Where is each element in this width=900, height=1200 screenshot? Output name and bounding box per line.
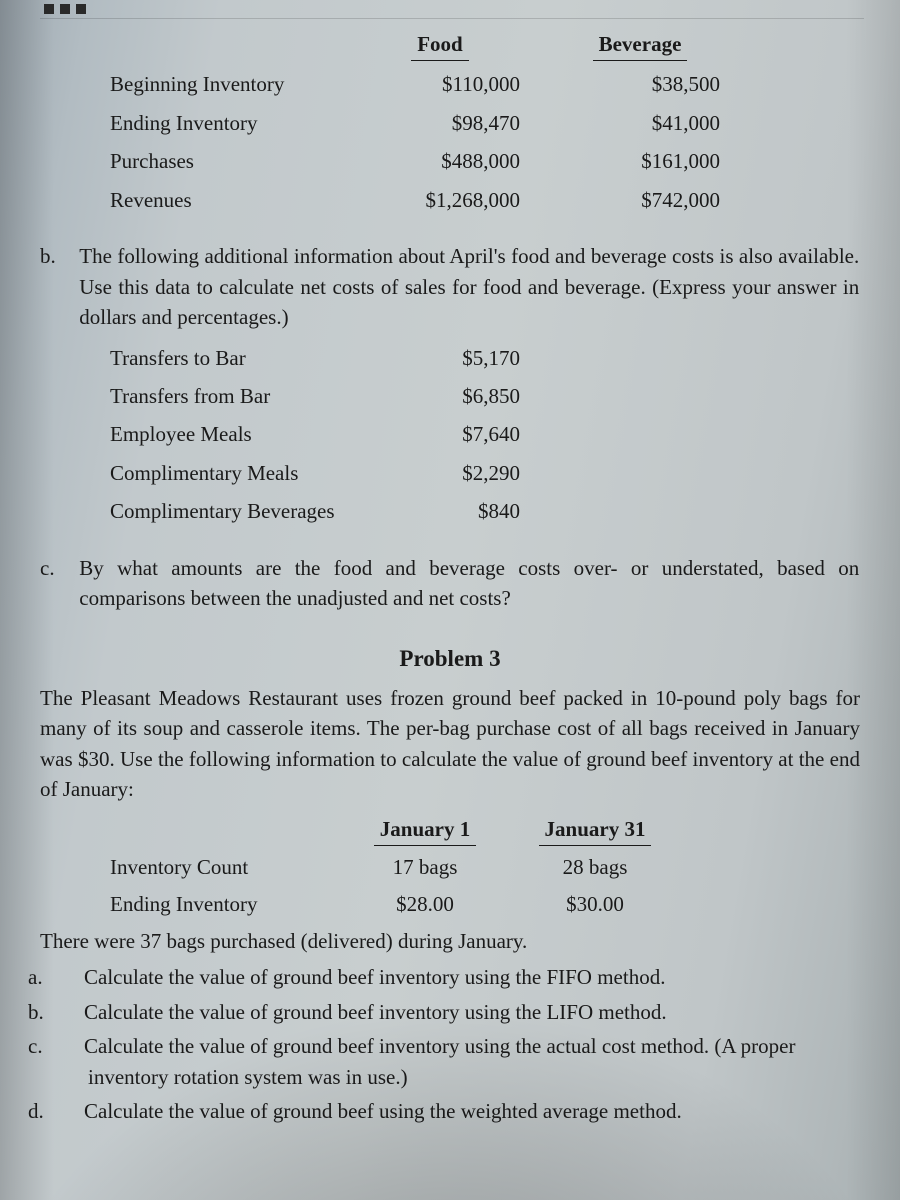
table-row: Inventory Count 17 bags 28 bags bbox=[110, 849, 680, 885]
problem-heading: Problem 3 bbox=[40, 642, 860, 675]
row-label: Ending Inventory bbox=[110, 104, 360, 142]
subquestion-d: d.Calculate the value of ground beef usi… bbox=[58, 1096, 860, 1126]
question-letter: c. bbox=[40, 553, 74, 583]
row-label: Purchases bbox=[110, 142, 360, 180]
bullet-square-icon bbox=[44, 4, 54, 14]
cell-value: $30.00 bbox=[510, 886, 680, 922]
table-row: Complimentary Meals $2,290 bbox=[110, 454, 520, 492]
cell-value: $840 bbox=[410, 492, 520, 530]
cell-value: $5,170 bbox=[410, 339, 520, 377]
table-header-jan1: January 1 bbox=[340, 811, 510, 849]
table-row: Employee Meals $7,640 bbox=[110, 415, 520, 453]
table-header-blank bbox=[110, 811, 340, 849]
question-c: c. By what amounts are the food and beve… bbox=[40, 553, 860, 614]
cell-value: $98,470 bbox=[360, 104, 560, 142]
row-label: Ending Inventory bbox=[110, 886, 340, 922]
problem3-subquestions: a.Calculate the value of ground beef inv… bbox=[40, 962, 860, 1126]
sub-text: Calculate the value of ground beef inven… bbox=[84, 1000, 667, 1024]
table-row: Transfers to Bar $5,170 bbox=[110, 339, 520, 377]
sub-letter: d. bbox=[58, 1096, 84, 1126]
cell-value: $1,268,000 bbox=[360, 181, 560, 219]
subquestion-c: c.Calculate the value of ground beef inv… bbox=[58, 1031, 860, 1092]
table-header-beverage: Beverage bbox=[560, 25, 760, 65]
subquestion-b: b.Calculate the value of ground beef inv… bbox=[58, 997, 860, 1027]
cell-value: $110,000 bbox=[360, 65, 560, 103]
cell-value: $742,000 bbox=[560, 181, 760, 219]
row-label: Beginning Inventory bbox=[110, 65, 360, 103]
question-letter: b. bbox=[40, 241, 74, 271]
table-header-blank bbox=[110, 25, 360, 65]
sub-text: Calculate the value of ground beef inven… bbox=[84, 965, 665, 989]
table-row: Revenues $1,268,000 $742,000 bbox=[110, 181, 760, 219]
sub-text: Calculate the value of ground beef using… bbox=[84, 1099, 682, 1123]
table-row: Beginning Inventory $110,000 $38,500 bbox=[110, 65, 760, 103]
row-label: Transfers from Bar bbox=[110, 377, 410, 415]
cell-value: $41,000 bbox=[560, 104, 760, 142]
cell-value: 28 bags bbox=[510, 849, 680, 885]
question-b: b. The following additional information … bbox=[40, 241, 860, 332]
problem-intro: The Pleasant Meadows Restaurant uses fro… bbox=[40, 683, 860, 805]
cell-value: $6,850 bbox=[410, 377, 520, 415]
table-row: Transfers from Bar $6,850 bbox=[110, 377, 520, 415]
additional-info-table: Transfers to Bar $5,170 Transfers from B… bbox=[110, 339, 520, 531]
row-label: Inventory Count bbox=[110, 849, 340, 885]
cell-value: $38,500 bbox=[560, 65, 760, 103]
row-label: Transfers to Bar bbox=[110, 339, 410, 377]
question-text: By what amounts are the food and beverag… bbox=[79, 553, 859, 614]
sub-letter: b. bbox=[58, 997, 84, 1027]
inventory-cost-table: Food Beverage Beginning Inventory $110,0… bbox=[110, 25, 760, 219]
row-label: Revenues bbox=[110, 181, 360, 219]
sub-text: Calculate the value of ground beef inven… bbox=[84, 1034, 795, 1088]
table-row: Ending Inventory $28.00 $30.00 bbox=[110, 886, 680, 922]
table-row: Ending Inventory $98,470 $41,000 bbox=[110, 104, 760, 142]
sub-letter: c. bbox=[58, 1031, 84, 1061]
row-label: Complimentary Meals bbox=[110, 454, 410, 492]
table-row: Complimentary Beverages $840 bbox=[110, 492, 520, 530]
table-header-food: Food bbox=[360, 25, 560, 65]
cell-value: 17 bags bbox=[340, 849, 510, 885]
subquestion-a: a.Calculate the value of ground beef inv… bbox=[58, 962, 860, 992]
page-top-strip bbox=[40, 0, 864, 19]
ground-beef-table: January 1 January 31 Inventory Count 17 … bbox=[110, 811, 680, 922]
bullet-square-icon bbox=[60, 4, 70, 14]
row-label: Employee Meals bbox=[110, 415, 410, 453]
table-row: Purchases $488,000 $161,000 bbox=[110, 142, 760, 180]
bullet-square-icon bbox=[76, 4, 86, 14]
cell-value: $7,640 bbox=[410, 415, 520, 453]
cell-value: $161,000 bbox=[560, 142, 760, 180]
sub-letter: a. bbox=[58, 962, 84, 992]
cell-value: $2,290 bbox=[410, 454, 520, 492]
textbook-page: Food Beverage Beginning Inventory $110,0… bbox=[0, 0, 900, 1151]
problem-note: There were 37 bags purchased (delivered)… bbox=[40, 926, 860, 956]
question-text: The following additional information abo… bbox=[79, 241, 859, 332]
table-header-jan31: January 31 bbox=[510, 811, 680, 849]
row-label: Complimentary Beverages bbox=[110, 492, 410, 530]
cell-value: $28.00 bbox=[340, 886, 510, 922]
cell-value: $488,000 bbox=[360, 142, 560, 180]
